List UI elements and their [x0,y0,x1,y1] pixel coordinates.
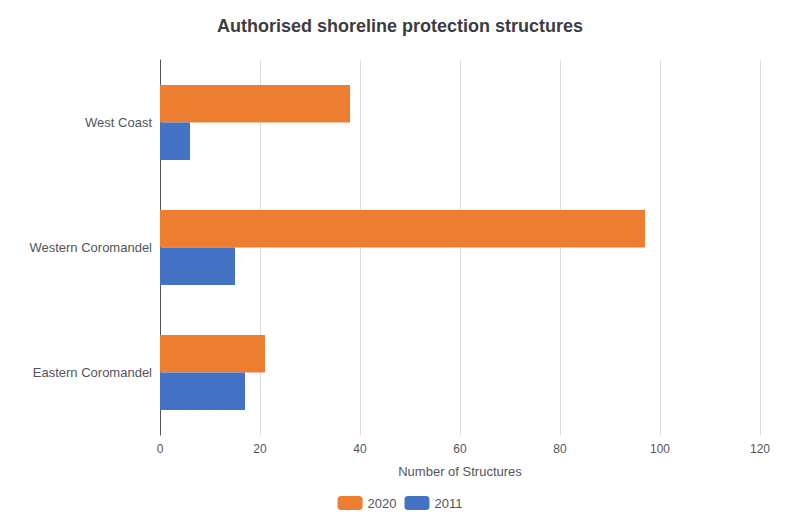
svg-text:Authorised shoreline protectio: Authorised shoreline protection structur… [217,16,583,36]
svg-text:West Coast: West Coast [85,115,152,130]
svg-text:Western Coromandel: Western Coromandel [29,240,152,255]
svg-text:20: 20 [253,442,267,456]
svg-text:40: 40 [353,442,367,456]
svg-text:60: 60 [453,442,467,456]
svg-text:2011: 2011 [434,496,462,511]
svg-text:0: 0 [157,442,164,456]
svg-text:2020: 2020 [368,496,397,511]
svg-text:Eastern Coromandel: Eastern Coromandel [33,365,152,380]
svg-text:Number of Structures: Number of Structures [398,464,522,479]
svg-text:120: 120 [750,442,770,456]
svg-text:80: 80 [553,442,567,456]
svg-text:100: 100 [650,442,670,456]
